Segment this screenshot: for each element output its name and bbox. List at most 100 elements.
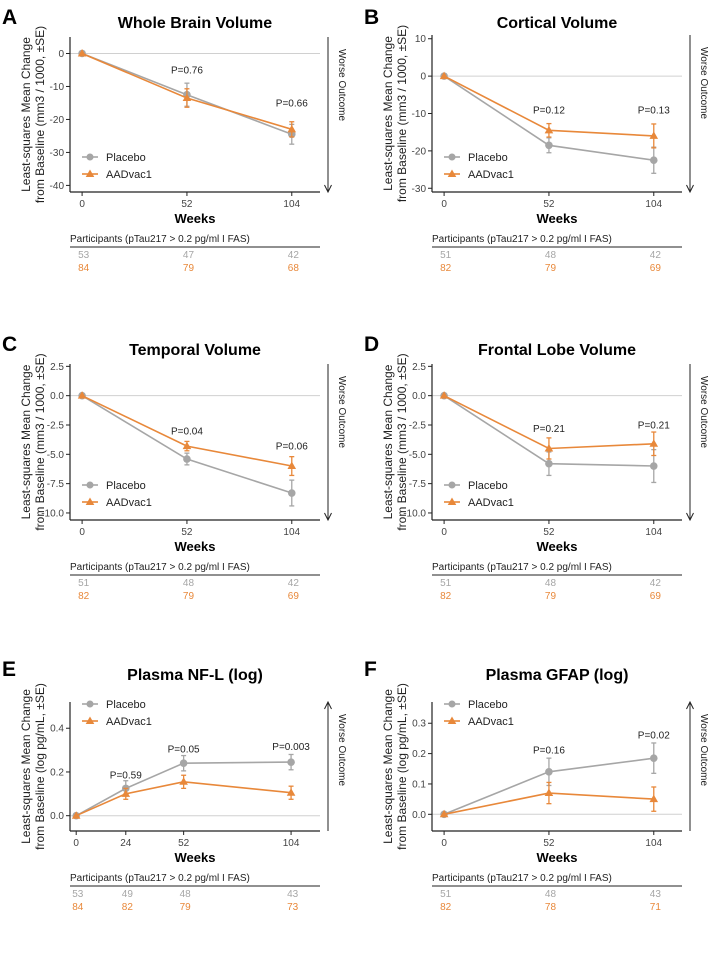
chart-title: Frontal Lobe Volume [478,342,636,359]
legend-placebo-marker [448,153,456,161]
participants-table: Participants (pTau217 > 0.2 pg/ml I FAS)… [432,234,682,274]
participants-placebo-count: 42 [650,250,662,261]
p-value-label: P=0.13 [638,106,670,117]
data-point [649,794,659,803]
y-tick-label: 0.0 [50,811,64,822]
participants-aadvac1-count: 82 [78,591,90,602]
participants-placebo-count: 51 [440,578,452,589]
y-tick-label: -2.5 [47,420,65,431]
participants-placebo-count: 53 [78,250,90,261]
participants-placebo-count: 48 [545,250,557,261]
x-tick-label: 52 [543,527,555,538]
legend-placebo-label: Placebo [468,480,508,492]
participants-header: Participants (pTau217 > 0.2 pg/ml I FAS) [70,873,250,884]
worse-outcome-arrow [686,700,694,831]
legend-placebo-marker [86,153,94,161]
y-axis-label: Least-squares Mean Changefrom Baseline (… [381,25,409,202]
participants-placebo-count: 48 [180,889,192,900]
participants-aadvac1-count: 68 [288,263,300,274]
y-tick-label: 0.1 [412,779,426,790]
data-point [183,455,191,463]
participants-aadvac1-count: 78 [545,902,557,913]
participants-placebo-count: 48 [545,889,557,900]
x-tick-label: 52 [543,199,555,210]
participants-placebo-count: 49 [122,889,134,900]
y-tick-label: -10.0 [41,508,64,519]
arrow-head-up [686,700,694,710]
y-tick-label: 2.5 [412,362,426,373]
worse-outcome-arrow [686,35,694,194]
y-axis-label: Least-squares Mean Changefrom Baseline (… [19,26,47,203]
legend-placebo-marker [448,700,456,708]
legend-aadvac1-marker [447,497,457,505]
p-value-label: P=0.05 [168,744,200,755]
data-point [182,93,192,102]
legend-aadvac1-label: AADvac1 [468,497,514,509]
y-axis-label-line2: from Baseline (mm3 / 1000, ±SE) [33,26,47,203]
x-tick-label: 0 [441,199,447,210]
legend-placebo-label: Placebo [106,480,146,492]
legend-aadvac1-marker [85,716,95,724]
x-tick-label: 104 [645,199,662,210]
x-tick-label: 0 [73,838,79,849]
data-point [287,489,296,497]
series-aadvac1 [77,48,297,138]
y-axis-label-line2: from Baseline (mm3 / 1000, ±SE) [395,353,409,530]
y-tick-label: -2.5 [409,420,427,431]
y-tick-label: 0.2 [50,767,64,778]
data-point [439,71,449,80]
p-value-label: P=0.12 [533,106,565,117]
y-axis-label: Least-squares Mean Changefrom Baseline (… [19,683,47,850]
legend: Placebo AADvac1 [82,152,152,181]
legend: Placebo AADvac1 [444,152,514,181]
x-axis-label: Weeks [537,850,578,865]
worse-outcome-arrow [686,364,694,522]
panel-letter: E [2,658,16,681]
p-value-label: P=0.06 [276,442,308,453]
x-tick-label: 52 [181,199,193,210]
chart-title: Plasma GFAP (log) [486,667,629,684]
x-tick-label: 0 [441,527,447,538]
participants-placebo-count: 51 [78,578,90,589]
y-tick-label: 0.3 [412,719,426,730]
participants-aadvac1-count: 79 [183,263,195,274]
participants-placebo-count: 42 [650,578,662,589]
y-axis-label: Least-squares Mean Changefrom Baseline (… [19,353,47,530]
participants-placebo-count: 42 [288,250,300,261]
y-tick-label: -7.5 [47,479,65,490]
y-axis-label-line2: from Baseline (mm3 / 1000, ±SE) [33,353,47,530]
data-point [77,391,87,399]
y-tick-label: -5.0 [409,450,427,461]
series-placebo [440,391,658,484]
y-axis-label-line1: Least-squares Mean Change [381,364,395,519]
data-point [71,811,81,819]
y-axis-label: Least-squares Mean Changefrom Baseline (… [381,353,409,530]
y-tick-label: -10.0 [403,508,426,519]
participants-table: Participants (pTau217 > 0.2 pg/ml I FAS)… [70,562,320,602]
participants-placebo-count: 48 [545,578,557,589]
y-tick-label: 0 [58,49,64,60]
worse-outcome-arrow [324,364,332,522]
data-point [179,759,188,768]
participants-aadvac1-count: 82 [440,591,452,602]
data-point [439,809,449,818]
participants-placebo-count: 48 [183,578,195,589]
participants-aadvac1-count: 79 [183,591,195,602]
chart-title: Cortical Volume [497,15,618,32]
participants-aadvac1-count: 69 [288,591,300,602]
y-tick-label: -40 [50,181,65,192]
data-point [545,141,553,150]
series-line [75,780,292,817]
panel-letter: F [364,658,377,681]
y-tick-label: 0 [420,72,426,83]
legend-aadvac1-label: AADvac1 [106,716,152,728]
participants-header: Participants (pTau217 > 0.2 pg/ml I FAS) [432,234,612,245]
x-tick-label: 104 [645,527,662,538]
panel-letter: C [2,333,17,356]
legend: Placebo AADvac1 [444,699,514,728]
legend-placebo-label: Placebo [106,699,146,711]
legend-aadvac1-label: AADvac1 [106,169,152,181]
participants-table: Participants (pTau217 > 0.2 pg/ml I FAS)… [70,873,320,913]
arrow-head-down [324,184,332,194]
chart-title: Temporal Volume [129,342,261,359]
